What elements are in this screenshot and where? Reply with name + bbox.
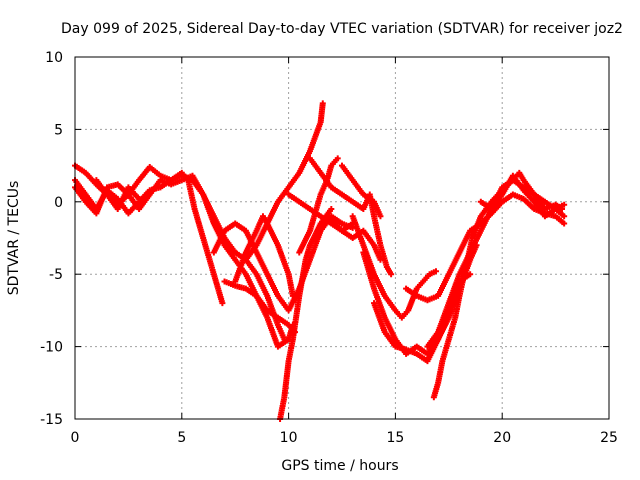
y-tick-label: 5 [54, 122, 63, 138]
y-tick-label: -15 [40, 412, 63, 428]
chart-title: Day 099 of 2025, Sidereal Day-to-day VTE… [61, 21, 623, 37]
data-point [561, 220, 568, 227]
y-tick-label: 0 [54, 195, 63, 211]
data-series-9 [277, 206, 335, 422]
data-point [334, 155, 341, 162]
data-point [377, 213, 384, 220]
x-tick-label: 15 [386, 430, 404, 446]
data-series-21 [477, 172, 568, 220]
data-point [377, 256, 384, 263]
data-point [388, 271, 395, 278]
data-series-8 [242, 100, 326, 263]
y-axis-label: SDTVAR / TECUs [6, 181, 22, 296]
data-point [561, 201, 568, 208]
data-series-4 [93, 177, 143, 213]
data-point [136, 195, 143, 202]
x-tick-label: 5 [177, 430, 186, 446]
x-axis-label: GPS time / hours [281, 458, 398, 474]
data-point [219, 300, 226, 307]
data-series-14 [339, 162, 384, 220]
data-point [467, 271, 474, 278]
plot-frame [74, 56, 610, 420]
data-series-6 [232, 213, 296, 299]
data-point [289, 292, 296, 299]
data-point [561, 213, 568, 220]
data-points [72, 100, 568, 422]
y-tick-label: -10 [40, 340, 63, 356]
x-axis-ticks: 0 5 10 15 20 25 [71, 57, 618, 446]
x-tick-label: 10 [280, 430, 298, 446]
x-tick-label: 0 [71, 430, 80, 446]
grid-lines [75, 57, 609, 419]
y-tick-label: -5 [49, 267, 63, 283]
data-point [328, 206, 335, 213]
x-tick-label: 20 [493, 430, 511, 446]
y-axis-ticks: 10 5 0 -5 -10 -15 [40, 50, 609, 428]
x-tick-label: 25 [600, 430, 618, 446]
data-series-2 [72, 162, 226, 307]
y-tick-label: 10 [45, 50, 63, 66]
data-series-3 [72, 172, 288, 343]
data-point [281, 336, 288, 343]
data-point [432, 268, 439, 275]
data-point [319, 100, 326, 107]
